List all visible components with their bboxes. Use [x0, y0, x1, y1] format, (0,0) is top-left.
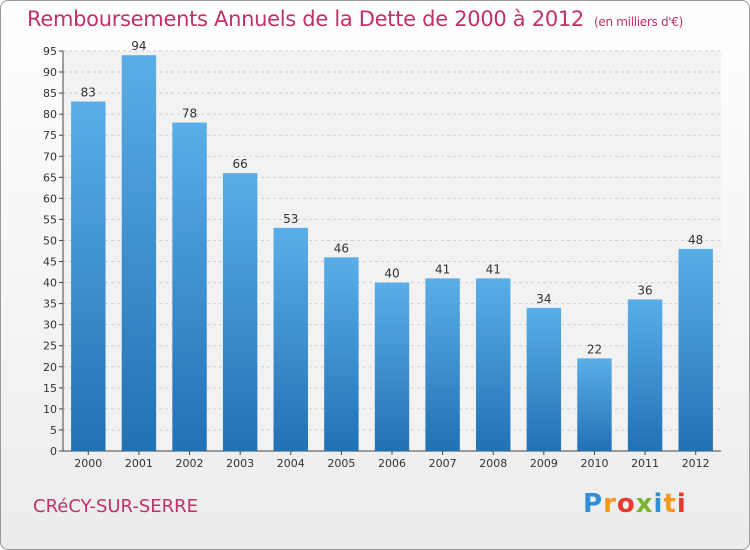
data-label: 53: [283, 212, 298, 226]
y-tick-label: 5: [50, 424, 57, 437]
y-tick-label: 35: [43, 298, 57, 311]
bar: [577, 358, 612, 451]
bar: [425, 278, 460, 451]
x-tick-label: 2006: [378, 457, 406, 470]
proxiti-logo[interactable]: Proxiti: [583, 489, 687, 519]
x-tick-label: 2009: [530, 457, 558, 470]
bar: [71, 101, 106, 452]
logo-letter: o: [616, 489, 636, 519]
y-tick-label: 25: [43, 340, 57, 353]
x-tick-label: 2002: [176, 457, 204, 470]
data-label: 22: [587, 342, 602, 356]
y-tick-label: 65: [43, 171, 57, 184]
bar: [273, 227, 308, 451]
bar: [627, 299, 663, 451]
y-tick-label: 75: [43, 129, 57, 142]
data-label: 48: [688, 233, 703, 247]
bar: [476, 278, 511, 451]
x-tick-label: 2012: [682, 457, 710, 470]
logo-letter: i: [676, 489, 687, 519]
x-tick-label: 2003: [226, 457, 254, 470]
y-tick-label: 20: [43, 361, 57, 374]
x-tick-label: 2007: [429, 457, 457, 470]
logo-letter: r: [603, 489, 617, 519]
bar: [678, 248, 713, 451]
logo-letter: P: [583, 489, 604, 519]
x-tick-label: 2001: [125, 457, 153, 470]
bar: [526, 307, 562, 451]
y-tick-label: 45: [43, 256, 57, 269]
bar: [121, 55, 157, 452]
data-label: 34: [536, 292, 551, 306]
y-tick-label: 80: [43, 108, 57, 121]
bar: [222, 173, 258, 451]
data-label: 78: [182, 107, 197, 121]
y-tick-label: 90: [43, 66, 57, 79]
chart-title-main: Remboursements Annuels de la Dette de 20…: [27, 7, 584, 31]
bar: [324, 257, 359, 451]
y-tick-label: 30: [43, 319, 57, 332]
chart-subtitle: (en milliers d'€): [594, 15, 684, 29]
data-label: 40: [384, 267, 399, 281]
x-tick-label: 2005: [327, 457, 355, 470]
y-tick-label: 85: [43, 87, 57, 100]
x-tick-label: 2000: [74, 457, 102, 470]
data-label: 66: [233, 157, 248, 171]
logo-letter: i: [653, 489, 664, 519]
data-label: 41: [435, 262, 450, 276]
logo-letter: t: [663, 489, 677, 519]
logo-letter: x: [635, 489, 654, 519]
y-tick-label: 0: [50, 445, 57, 458]
data-label: 83: [81, 86, 96, 100]
data-label: 41: [486, 262, 501, 276]
data-label: 36: [637, 283, 652, 297]
x-tick-label: 2011: [631, 457, 659, 470]
y-tick-label: 55: [43, 213, 57, 226]
y-tick-label: 95: [43, 45, 57, 58]
chart-title: Remboursements Annuels de la Dette de 20…: [27, 7, 683, 37]
y-tick-label: 50: [43, 234, 57, 247]
data-label: 46: [334, 241, 349, 255]
y-tick-label: 10: [43, 403, 57, 416]
commune-name: CRéCY-SUR-SERRE: [33, 496, 199, 517]
x-tick-label: 2008: [479, 457, 507, 470]
bar: [172, 122, 207, 451]
y-tick-label: 60: [43, 192, 57, 205]
data-label: 94: [131, 39, 146, 53]
x-tick-label: 2004: [277, 457, 305, 470]
y-tick-label: 15: [43, 382, 57, 395]
bar: [374, 282, 410, 451]
x-tick-label: 2010: [580, 457, 608, 470]
y-tick-label: 40: [43, 277, 57, 290]
y-tick-label: 70: [43, 150, 57, 163]
